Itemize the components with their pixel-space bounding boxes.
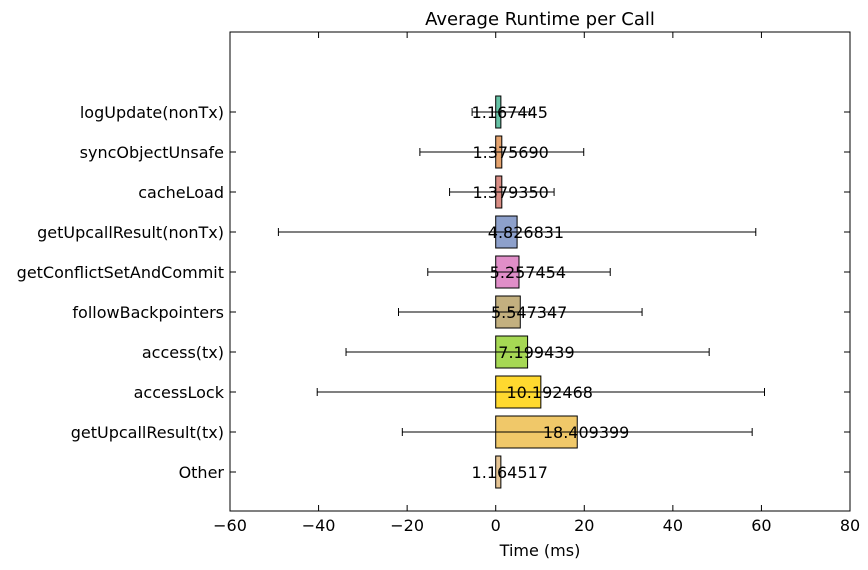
value-label: 18.409399 [543, 423, 630, 442]
category-label: getUpcallResult(nonTx) [37, 223, 224, 242]
category-label: cacheLoad [138, 183, 224, 202]
x-tick-label: −20 [390, 516, 424, 535]
x-tick-label: 80 [840, 516, 860, 535]
x-tick-label: 20 [574, 516, 594, 535]
category-label: getUpcallResult(tx) [71, 423, 224, 442]
value-label: 1.164517 [472, 463, 548, 482]
x-axis-label: Time (ms) [499, 541, 581, 560]
chart-title: Average Runtime per Call [425, 9, 655, 30]
category-label: access(tx) [142, 343, 224, 362]
x-tick-label: 0 [491, 516, 501, 535]
plot-area: −60 −40 −20 0 20 40 60 80 logUpdate(nonTx) 1.1674… [17, 31, 860, 535]
bar [495, 455, 502, 489]
value-label: 1.167445 [472, 103, 548, 122]
x-tick-label: −60 [213, 516, 247, 535]
category-label: getConflictSetAndCommit [17, 263, 224, 282]
x-tick-label: −40 [302, 516, 336, 535]
value-label: 1.375690 [472, 143, 548, 162]
category-label: logUpdate(nonTx) [80, 103, 224, 122]
value-label: 1.379350 [473, 183, 549, 202]
category-label: followBackpointers [72, 303, 224, 322]
value-label: 5.547347 [491, 303, 567, 322]
value-label: 4.826831 [488, 223, 564, 242]
category-label: syncObjectUnsafe [80, 143, 224, 162]
value-label: 5.257454 [490, 263, 566, 282]
category-label: Other [179, 463, 225, 482]
category-label: accessLock [134, 383, 225, 402]
value-label: 10.192468 [506, 383, 593, 402]
x-tick-label: 40 [663, 516, 683, 535]
x-tick-label: 60 [751, 516, 771, 535]
value-label: 7.199439 [498, 343, 574, 362]
